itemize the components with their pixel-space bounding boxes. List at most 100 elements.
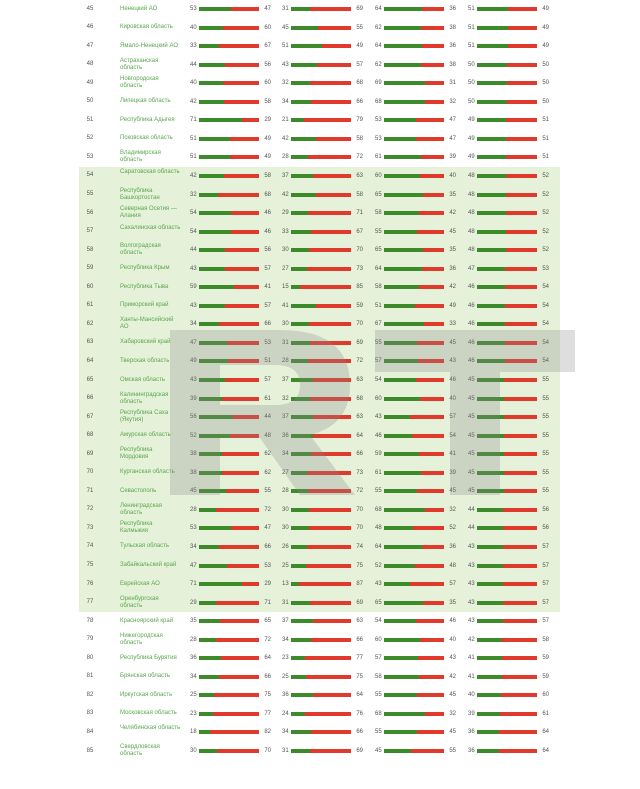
positive-value-label: 49 [190, 356, 200, 366]
negative-bar-segment [507, 25, 537, 30]
positive-bar-segment [477, 730, 499, 735]
metric-2-pair: 34 66 [282, 97, 364, 107]
metric-4-pair: 50 50 [468, 60, 550, 70]
negative-bar-segment [223, 25, 259, 30]
negative-bar-segment [506, 118, 537, 123]
positive-bar-segment [291, 656, 305, 661]
positive-value-label: 46 [468, 284, 475, 291]
region-name: Тульская область [120, 543, 170, 550]
negative-bar-segment [232, 415, 259, 420]
positive-value-label: 43 [468, 543, 475, 550]
negative-value-label: 46 [449, 618, 456, 625]
metric-3-pair: 55 45 [375, 227, 457, 237]
metric-4-pair: 44 56 [468, 523, 550, 533]
negative-bar-segment [503, 526, 537, 531]
positive-value-label: 68 [375, 98, 382, 105]
positive-bar-segment [477, 656, 502, 661]
metric-2-pair: 23 77 [282, 653, 364, 663]
metric-2-pair: 31 69 [282, 4, 364, 14]
negative-bar-segment [501, 674, 537, 679]
metric-1-pair: 54 46 [190, 227, 272, 237]
metric-1-pair: 51 49 [190, 134, 272, 144]
metric-4-pair: 49 51 [468, 134, 550, 144]
negative-value-label: 66 [356, 636, 363, 643]
split-bar [291, 99, 351, 104]
negative-bar-segment [309, 7, 351, 11]
rank-number: 78 [86, 617, 94, 624]
metric-3-pair: 64 36 [375, 264, 457, 274]
table-row: 63 Хабаровский край 47 53 31 69 55 45 46 54 [0, 338, 640, 348]
negative-value-label: 55 [542, 451, 549, 458]
rank-number: 83 [86, 710, 94, 717]
negative-value-label: 52 [542, 191, 549, 198]
split-bar [291, 582, 351, 587]
positive-value-label: 45 [468, 486, 478, 496]
negative-bar-segment [219, 544, 259, 549]
positive-bar-segment [199, 433, 231, 438]
region-name: Владимирская область [120, 150, 161, 164]
negative-value-label: 49 [356, 43, 363, 50]
negative-bar-segment [417, 693, 444, 698]
positive-value-label: 32 [190, 191, 197, 198]
split-bar [384, 99, 444, 104]
positive-bar-segment [199, 25, 223, 30]
table-row: 49 Новгородская область 40 60 32 68 69 31 50 50 [0, 76, 640, 89]
split-bar [384, 7, 444, 11]
negative-value-label: 38 [449, 24, 456, 31]
negative-bar-segment [309, 322, 351, 327]
negative-value-label: 70 [356, 321, 363, 328]
negative-bar-segment [418, 211, 444, 216]
split-bar [477, 211, 537, 216]
metric-1-pair: 29 71 [190, 598, 272, 608]
split-bar [384, 81, 444, 86]
metric-3-pair: 55 45 [375, 727, 457, 737]
metric-1-pair: 38 62 [190, 449, 272, 459]
positive-value-label: 25 [190, 692, 197, 699]
negative-bar-segment [418, 285, 444, 290]
positive-bar-segment [199, 637, 216, 642]
positive-value-label: 62 [375, 61, 382, 68]
negative-value-label: 55 [542, 488, 549, 495]
negative-bar-segment [507, 7, 537, 11]
metric-4-pair: 36 64 [468, 727, 550, 737]
negative-value-label: 54 [542, 284, 549, 291]
split-bar [291, 470, 351, 475]
negative-value-label: 66 [356, 729, 363, 736]
metric-3-pair: 51 49 [375, 301, 457, 311]
negative-value-label: 45 [449, 692, 456, 699]
negative-bar-segment [505, 248, 537, 253]
split-bar [384, 211, 444, 216]
negative-bar-segment [221, 452, 259, 457]
rank-number: 81 [86, 673, 94, 680]
positive-value-label: 53 [190, 525, 197, 532]
positive-value-label: 54 [190, 210, 197, 217]
positive-bar-segment [384, 563, 416, 568]
positive-bar-segment [291, 452, 312, 457]
negative-bar-segment [424, 99, 444, 104]
positive-bar-segment [384, 711, 425, 716]
negative-value-label: 39 [446, 468, 456, 478]
positive-value-label: 45 [468, 375, 478, 385]
split-bar [199, 359, 259, 364]
positive-bar-segment [384, 7, 423, 11]
negative-bar-segment [504, 359, 537, 364]
metric-4-pair: 36 64 [468, 746, 550, 756]
split-bar [291, 730, 351, 735]
positive-value-label: 13 [282, 581, 289, 588]
positive-bar-segment [384, 192, 423, 197]
split-bar [291, 359, 351, 364]
negative-value-label: 59 [542, 673, 549, 680]
negative-value-label: 33 [449, 321, 456, 328]
split-bar [384, 674, 444, 679]
metric-2-pair: 25 75 [282, 672, 364, 682]
positive-bar-segment [384, 600, 423, 605]
positive-bar-segment [384, 452, 420, 457]
metric-3-pair: 52 48 [375, 561, 457, 571]
negative-bar-segment [230, 433, 259, 438]
metric-1-pair: 18 82 [190, 727, 272, 737]
negative-value-label: 57 [264, 377, 271, 383]
positive-value-label: 69 [375, 80, 382, 87]
negative-bar-segment [309, 526, 351, 531]
negative-value-label: 42 [449, 210, 456, 217]
